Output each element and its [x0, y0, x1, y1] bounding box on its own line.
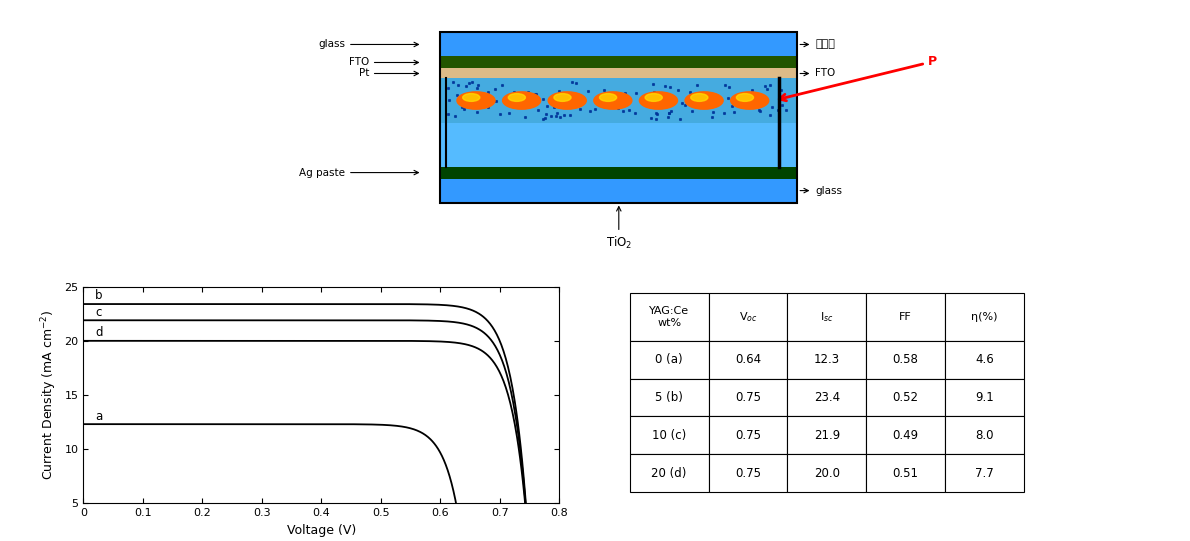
Circle shape: [645, 94, 663, 101]
Bar: [440, 78, 797, 167]
Bar: [440, 69, 797, 78]
Text: Pt: Pt: [358, 69, 419, 78]
Text: TiO$_2$: TiO$_2$: [606, 207, 632, 251]
Text: 전해액: 전해액: [800, 39, 835, 49]
Circle shape: [457, 92, 495, 109]
Circle shape: [690, 94, 708, 101]
Circle shape: [737, 94, 753, 101]
Text: Ag paste: Ag paste: [299, 168, 419, 177]
Text: FTO: FTO: [800, 69, 835, 78]
Circle shape: [553, 94, 571, 101]
Text: glass: glass: [318, 39, 419, 49]
Circle shape: [685, 92, 724, 109]
Text: FTO: FTO: [349, 57, 419, 68]
Bar: [440, 167, 797, 179]
Text: c: c: [95, 306, 101, 319]
X-axis label: Voltage (V): Voltage (V): [287, 524, 356, 537]
Bar: [440, 32, 797, 56]
Bar: [440, 32, 797, 203]
Circle shape: [549, 92, 587, 109]
Bar: [440, 56, 797, 69]
Bar: [440, 78, 797, 123]
Bar: [440, 179, 797, 203]
Circle shape: [731, 92, 769, 109]
Text: d: d: [95, 326, 102, 339]
Circle shape: [463, 94, 480, 101]
Text: a: a: [95, 410, 102, 423]
Circle shape: [639, 92, 677, 109]
Y-axis label: Current Density (mA cm$^{-2}$): Current Density (mA cm$^{-2}$): [39, 309, 58, 480]
Text: b: b: [95, 289, 102, 302]
Text: glass: glass: [800, 186, 843, 196]
Circle shape: [502, 92, 540, 109]
Circle shape: [594, 92, 632, 109]
Text: P: P: [779, 55, 938, 101]
Circle shape: [600, 94, 616, 101]
Circle shape: [508, 94, 526, 101]
